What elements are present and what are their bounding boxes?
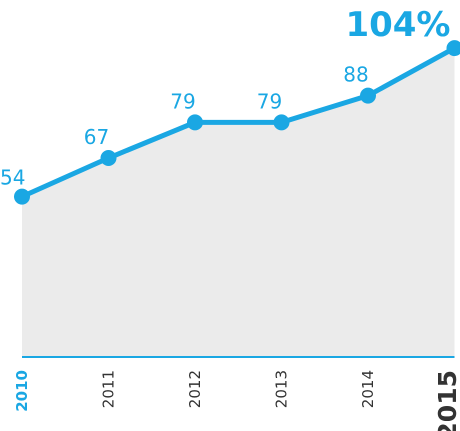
data-point-2014	[360, 87, 376, 104]
data-points	[14, 40, 460, 205]
area-fill	[22, 48, 455, 358]
data-point-2015	[446, 40, 460, 57]
data-point-2012	[187, 114, 203, 131]
x-tick-label-2012: 2012	[186, 370, 204, 408]
data-point-2013	[273, 114, 290, 131]
value-label-2011: 67	[84, 125, 109, 149]
x-tick-label-2010: 2010	[13, 370, 31, 412]
data-point-2011	[100, 150, 117, 167]
series-line	[19, 45, 457, 200]
x-tick-label-2011: 2011	[100, 370, 118, 408]
x-tick-labels: 2010 2011 2012 2013 2014 2015	[13, 370, 460, 431]
value-label-2014: 88	[343, 63, 368, 87]
value-label-2013: 79	[257, 89, 282, 113]
x-tick-label-2015: 2015	[433, 370, 460, 431]
value-labels: 54 67 79 79 88 104%	[0, 5, 451, 190]
value-label-2012: 79	[170, 89, 195, 113]
value-label-2015: 104%	[345, 5, 450, 45]
x-tick-label-2014: 2014	[359, 370, 377, 408]
x-tick-label-2013: 2013	[273, 370, 291, 408]
data-point-2010	[14, 188, 30, 205]
value-label-2010: 54	[0, 166, 25, 190]
